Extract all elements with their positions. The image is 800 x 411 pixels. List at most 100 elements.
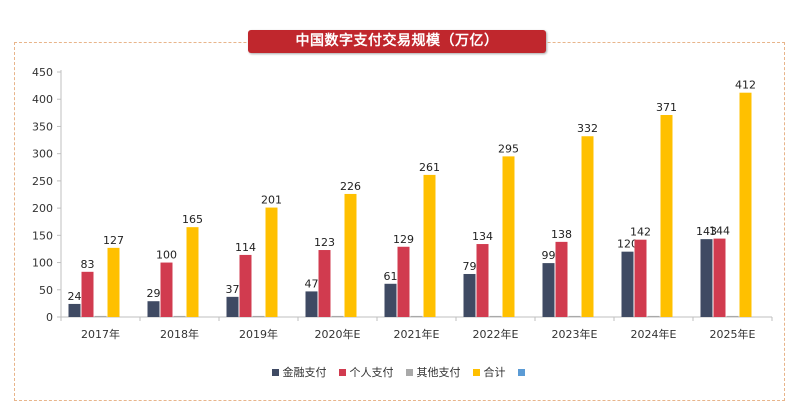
x-tick-label: 2022年E — [473, 327, 519, 341]
bar-金融支付 — [463, 273, 476, 317]
x-tick-label: 2023年E — [552, 327, 598, 341]
bar-合计 — [107, 247, 120, 317]
data-label: 295 — [498, 142, 519, 155]
legend-label: 合计 — [483, 366, 506, 379]
bar-其他支付 — [568, 315, 581, 317]
bar-金融支付 — [700, 239, 713, 317]
bar-金融支付 — [68, 303, 81, 317]
bar-个人支付 — [713, 238, 726, 317]
bar-金融支付 — [542, 263, 555, 317]
bar-其他支付 — [331, 315, 344, 317]
data-label: 120 — [617, 238, 638, 251]
bar-个人支付 — [239, 254, 252, 317]
bar-其他支付 — [726, 315, 739, 317]
bar-合计 — [739, 92, 752, 317]
data-label: 83 — [81, 258, 95, 271]
bar-个人支付 — [476, 244, 489, 317]
legend-item: 金融支付 — [271, 364, 327, 380]
y-tick-label: 200 — [32, 202, 53, 215]
data-label: 61 — [384, 270, 398, 283]
x-tick-label: 2025年E — [710, 327, 756, 341]
data-label: 165 — [182, 213, 203, 226]
chart-title: 中国数字支付交易规模（万亿） — [248, 30, 546, 53]
data-label: 144 — [709, 225, 730, 238]
data-label: 412 — [735, 79, 756, 92]
legend-label: 金融支付 — [282, 366, 327, 379]
legend-item: 其他支付 — [405, 364, 461, 380]
x-tick-label: 2024年E — [631, 327, 677, 341]
data-label: 142 — [630, 226, 651, 239]
y-tick-label: 100 — [32, 257, 53, 270]
bar-其他支付 — [252, 315, 265, 317]
legend-item — [517, 366, 529, 379]
x-tick-label: 2020年E — [315, 327, 361, 341]
data-label: 114 — [235, 241, 256, 254]
bar-合计 — [186, 227, 199, 317]
y-tick-label: 0 — [46, 311, 53, 324]
legend-swatch — [405, 369, 413, 376]
data-label: 47 — [305, 277, 319, 290]
x-tick-label: 2021年E — [394, 327, 440, 341]
data-label: 138 — [551, 228, 572, 241]
y-tick-label: 350 — [32, 120, 53, 133]
data-label: 371 — [656, 101, 677, 114]
y-tick-label: 450 — [32, 66, 53, 79]
y-tick-label: 150 — [32, 229, 53, 242]
data-label: 143 — [696, 225, 717, 238]
data-label: 123 — [314, 236, 335, 249]
bar-个人支付 — [160, 262, 173, 317]
bar-其他支付 — [489, 315, 502, 317]
data-label: 261 — [419, 161, 440, 174]
legend-item: 个人支付 — [338, 364, 394, 380]
y-tick-label: 250 — [32, 175, 53, 188]
legend-label: 个人支付 — [349, 366, 394, 379]
bar-其他支付 — [410, 315, 423, 317]
bar-金融支付 — [226, 296, 239, 317]
bar-金融支付 — [147, 301, 160, 317]
data-label: 24 — [68, 290, 82, 303]
bar-合计 — [423, 174, 436, 317]
bar-合计 — [581, 136, 594, 317]
bar-金融支付 — [384, 283, 397, 317]
data-label: 332 — [577, 122, 598, 135]
legend-item: 合计 — [472, 364, 506, 380]
legend-swatch — [472, 369, 480, 376]
bar-个人支付 — [397, 246, 410, 317]
bar-合计 — [265, 207, 278, 317]
x-tick-label: 2018年 — [160, 327, 199, 341]
bar-其他支付 — [173, 315, 186, 317]
data-label: 127 — [103, 234, 124, 247]
legend: 金融支付 个人支付 其他支付 合计 — [0, 364, 800, 380]
legend-swatch — [271, 369, 279, 376]
data-label: 79 — [463, 260, 477, 273]
data-label: 129 — [393, 233, 414, 246]
legend-swatch — [338, 369, 346, 376]
bar-合计 — [660, 115, 673, 317]
x-tick-label: 2019年 — [239, 327, 278, 341]
legend-swatch — [517, 369, 525, 376]
x-tick-label: 2017年 — [81, 327, 120, 341]
bar-金融支付 — [621, 251, 634, 317]
y-tick-label: 300 — [32, 148, 53, 161]
data-label: 99 — [542, 249, 556, 262]
data-label: 201 — [261, 194, 282, 207]
y-tick-label: 50 — [39, 284, 53, 297]
data-label: 29 — [147, 287, 161, 300]
data-label: 226 — [340, 180, 361, 193]
bar-金融支付 — [305, 291, 318, 317]
data-label: 37 — [226, 283, 240, 296]
bar-个人支付 — [318, 250, 331, 317]
data-label: 134 — [472, 230, 493, 243]
legend-label: 其他支付 — [416, 366, 461, 379]
y-tick-label: 400 — [32, 93, 53, 106]
bar-其他支付 — [94, 315, 107, 317]
bar-合计 — [344, 193, 357, 317]
bar-个人支付 — [634, 239, 647, 317]
bar-个人支付 — [81, 271, 94, 317]
bar-其他支付 — [647, 315, 660, 317]
data-label: 100 — [156, 249, 177, 262]
bar-合计 — [502, 156, 515, 317]
bar-个人支付 — [555, 241, 568, 317]
